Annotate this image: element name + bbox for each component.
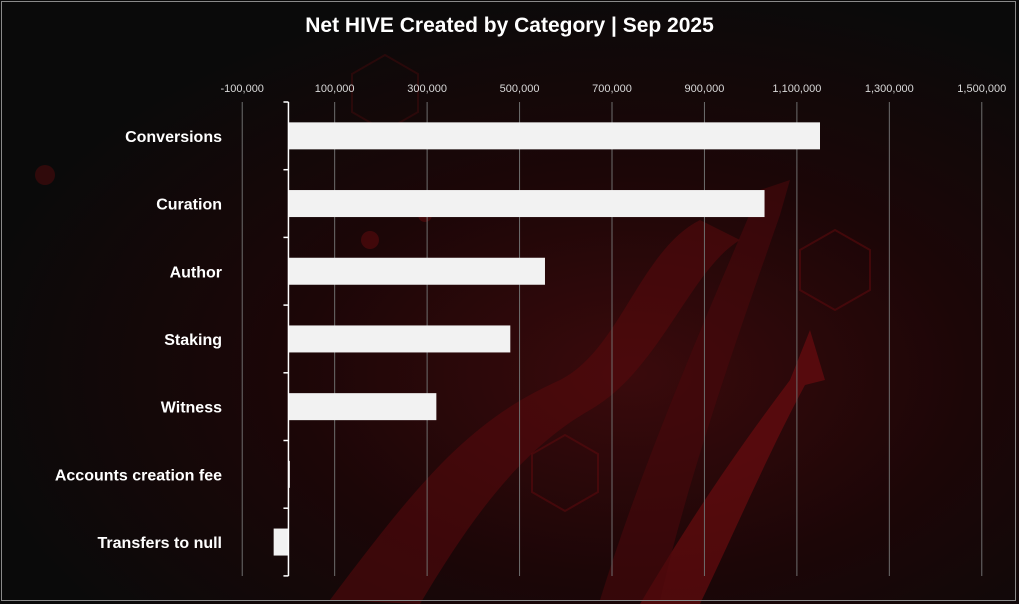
category-label: Conversions: [125, 129, 222, 146]
category-labels: Conversions Curation Author Staking Witness A…: [55, 129, 222, 552]
x-tick-label: 1,500,000: [957, 83, 1006, 95]
category-label: Author: [170, 264, 222, 281]
bar: [288, 257, 545, 285]
x-tick-label: 300,000: [407, 83, 447, 95]
category-axis: [283, 101, 290, 577]
category-label: Curation: [156, 197, 222, 214]
x-tick-label: -100,000: [221, 83, 264, 95]
bar: [288, 122, 820, 150]
x-tick-label: 500,000: [500, 83, 540, 95]
bar: [273, 528, 289, 556]
category-label: Transfers to null: [98, 535, 222, 552]
x-tick-label: 100,000: [315, 83, 355, 95]
hexagon-shape: [799, 228, 871, 312]
gridlines: [241, 102, 983, 576]
chart-title: Net HIVE Created by Category | Sep 2025: [305, 14, 714, 37]
x-tick-label: 700,000: [592, 83, 632, 95]
category-label: Staking: [164, 332, 222, 349]
x-axis-ticks: -100,000 100,000 300,000 500,000 700,000 900,…: [221, 83, 1007, 95]
ribbon-shape: [330, 220, 740, 604]
node-circle-2: [361, 231, 379, 249]
bar: [288, 393, 437, 421]
node-circle: [35, 165, 55, 185]
x-tick-label: 1,100,000: [772, 83, 821, 95]
x-tick-label: 900,000: [685, 83, 725, 95]
x-tick-label: 1,300,000: [865, 83, 914, 95]
bar: [288, 325, 511, 353]
hexagon-shape-2: [531, 433, 599, 513]
arrow-shape: [640, 330, 825, 604]
category-label: Accounts creation fee: [55, 467, 222, 484]
category-label: Witness: [161, 400, 222, 417]
bar: [288, 190, 765, 218]
ribbon-shape-2: [600, 180, 790, 600]
bars: [273, 122, 820, 556]
